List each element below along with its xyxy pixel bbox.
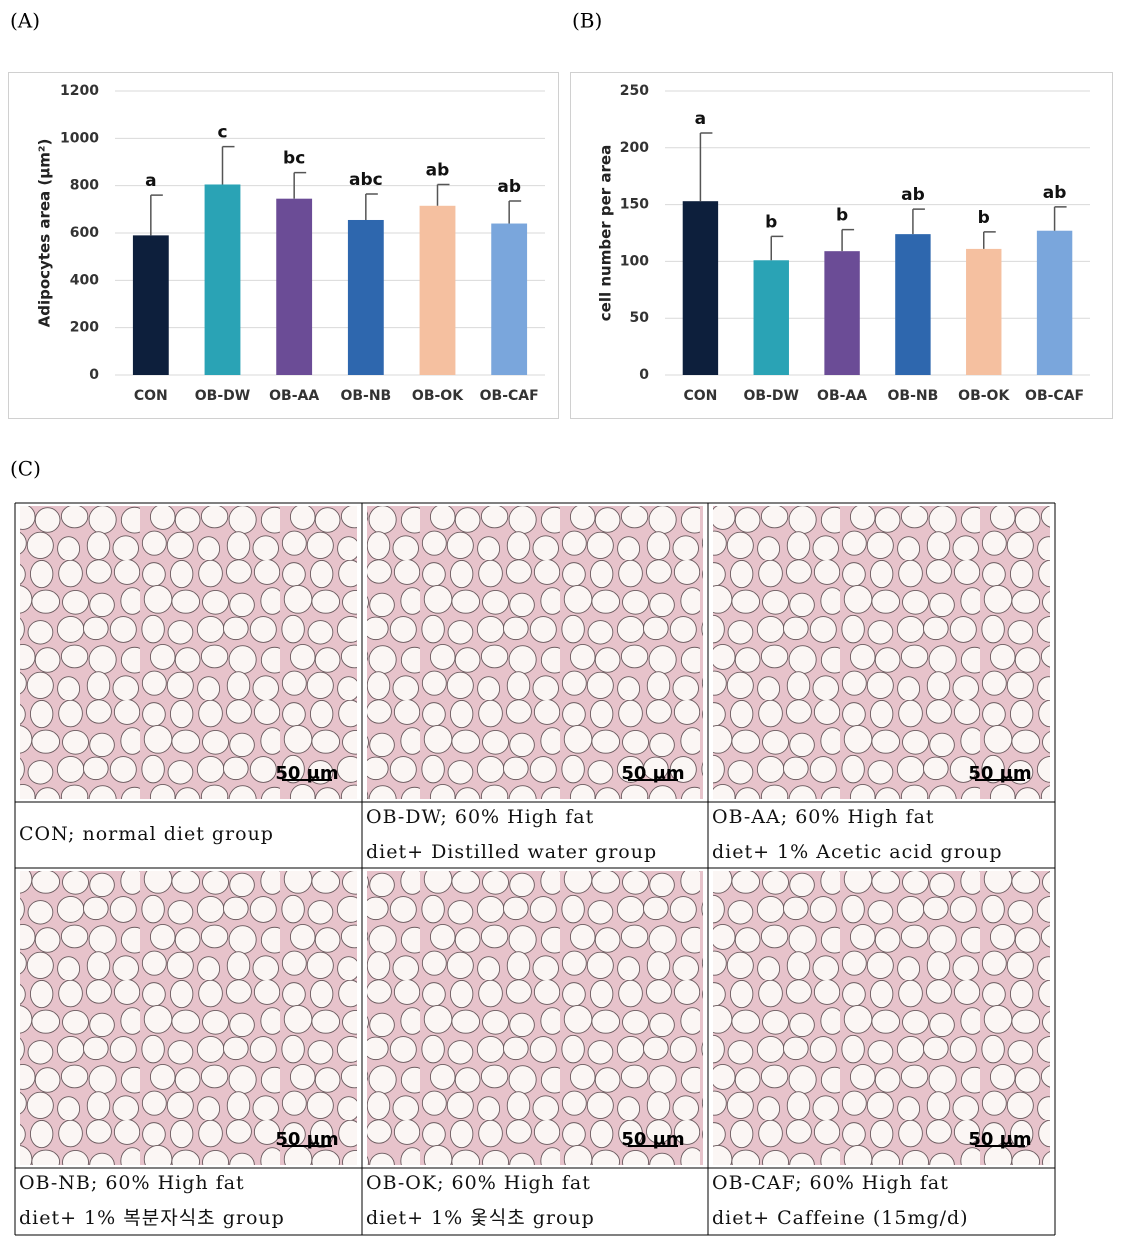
x-tick-label: OB-NB [340, 388, 391, 404]
caption: OB-CAF; 60% High fat [712, 1172, 949, 1194]
x-tick-label: OB-DW [744, 388, 799, 404]
x-tick-label: OB-CAF [1025, 388, 1084, 404]
scale-bar-label: 50 μm [275, 763, 338, 784]
bar [682, 201, 719, 375]
micrograph [367, 871, 703, 1165]
significance-label: ab [901, 185, 925, 205]
panel-label: (C) [10, 457, 41, 481]
bar [1036, 230, 1073, 375]
y-tick-label: 400 [70, 272, 99, 288]
caption: diet+ Distilled water group [366, 841, 657, 863]
bar [419, 205, 456, 375]
y-tick-label: 1000 [60, 130, 99, 146]
x-tick-label: OB-NB [888, 388, 939, 404]
bar [276, 198, 313, 375]
error-bar [436, 183, 450, 206]
x-tick-label: CON [134, 388, 168, 404]
y-tick-label: 0 [89, 367, 99, 383]
y-tick-label: 600 [70, 225, 99, 241]
y-axis-title: cell number per area [597, 145, 615, 321]
x-tick-label: OB-OK [958, 388, 1010, 404]
bar [491, 223, 528, 375]
bar [753, 260, 789, 375]
caption: OB-OK; 60% High fat [366, 1172, 591, 1194]
error-bar [983, 231, 996, 249]
panel-label: (A) [10, 9, 40, 33]
y-tick-label: 0 [639, 367, 649, 383]
significance-label: b [978, 208, 990, 228]
significance-label: ab [1043, 183, 1067, 203]
bar [132, 235, 169, 375]
error-bar [508, 200, 522, 224]
scale-bar-label: 50 μm [968, 1129, 1031, 1150]
error-bar [365, 193, 378, 220]
significance-label: b [765, 212, 777, 232]
micrograph [713, 506, 1050, 799]
error-bar [770, 235, 784, 261]
error-bar [1053, 206, 1067, 231]
x-tick-label: OB-CAF [480, 388, 539, 404]
significance-label: bc [283, 149, 305, 169]
x-tick-label: OB-DW [195, 388, 250, 404]
scale-bar-label: 50 μm [621, 1129, 684, 1150]
error-bar [699, 132, 713, 202]
significance-label: a [145, 171, 156, 191]
significance-label: c [217, 123, 227, 143]
scale-bar-label: 50 μm [621, 763, 684, 784]
caption: diet+ 1% 옻식초 group [366, 1207, 595, 1229]
x-tick-label: CON [683, 388, 717, 404]
error-bar [150, 194, 163, 236]
y-tick-label: 1200 [60, 83, 99, 99]
bar [966, 248, 1002, 375]
y-tick-label: 150 [620, 197, 649, 213]
caption: diet+ 1% 복분자식초 group [19, 1207, 285, 1229]
significance-label: ab [426, 160, 450, 180]
bar [895, 234, 931, 375]
chart-frame [8, 72, 559, 419]
x-tick-label: OB-OK [412, 388, 464, 404]
error-bar [293, 171, 307, 199]
caption: diet+ Caffeine (15mg/d) [712, 1207, 969, 1229]
significance-label: b [836, 206, 848, 226]
y-tick-label: 200 [620, 140, 649, 156]
error-bar [912, 208, 925, 235]
micrograph [713, 871, 1050, 1165]
bar [347, 219, 384, 375]
y-tick-label: 200 [70, 320, 99, 336]
x-tick-label: OB-AA [269, 388, 319, 404]
y-tick-label: 800 [70, 178, 99, 194]
y-tick-label: 50 [630, 310, 650, 326]
x-tick-label: OB-AA [817, 388, 867, 404]
panel-label: (B) [572, 9, 602, 33]
bar [204, 184, 241, 375]
caption: OB-NB; 60% High fat [19, 1172, 245, 1194]
significance-label: abc [349, 170, 383, 190]
y-tick-label: 100 [620, 253, 649, 269]
y-axis-title: Adipocytes area (μm²) [36, 139, 54, 328]
error-bar [221, 145, 235, 185]
scale-bar-label: 50 μm [275, 1129, 338, 1150]
caption: OB-AA; 60% High fat [712, 806, 935, 828]
micrograph [20, 871, 357, 1165]
caption: CON; normal diet group [19, 823, 274, 845]
caption: diet+ 1% Acetic acid group [712, 841, 1003, 863]
significance-label: a [695, 109, 706, 129]
scale-bar-label: 50 μm [968, 763, 1031, 784]
significance-label: ab [497, 177, 521, 197]
micrograph [367, 506, 703, 799]
chart-frame [570, 72, 1113, 419]
y-tick-label: 250 [620, 83, 649, 99]
bar [824, 251, 860, 375]
error-bar [841, 228, 855, 252]
micrograph [20, 506, 357, 799]
caption: OB-DW; 60% High fat [366, 806, 594, 828]
